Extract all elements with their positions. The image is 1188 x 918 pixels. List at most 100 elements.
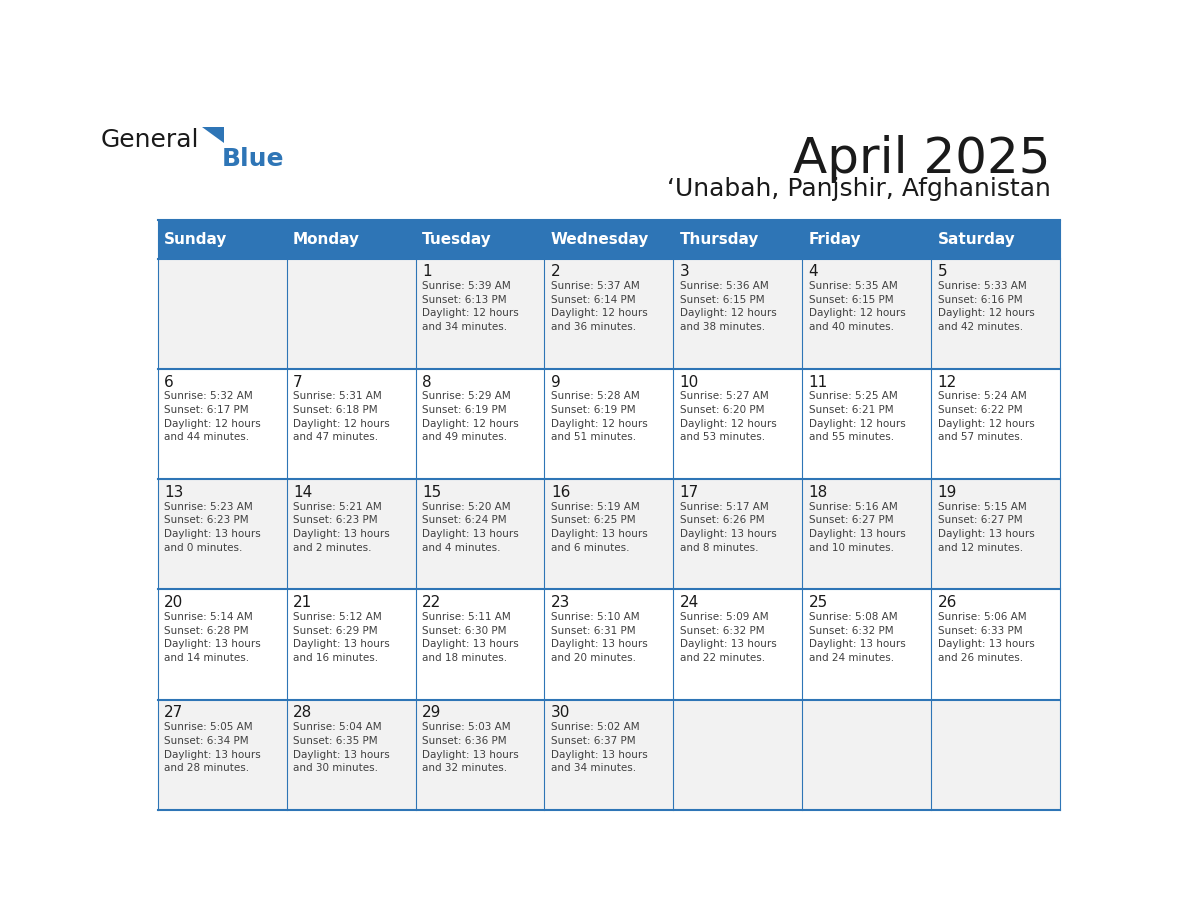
Text: Sunrise: 5:21 AM
Sunset: 6:23 PM
Daylight: 13 hours
and 2 minutes.: Sunrise: 5:21 AM Sunset: 6:23 PM Dayligh… [293, 502, 390, 553]
Text: Sunrise: 5:35 AM
Sunset: 6:15 PM
Daylight: 12 hours
and 40 minutes.: Sunrise: 5:35 AM Sunset: 6:15 PM Dayligh… [809, 281, 905, 332]
Text: Sunrise: 5:24 AM
Sunset: 6:22 PM
Daylight: 12 hours
and 57 minutes.: Sunrise: 5:24 AM Sunset: 6:22 PM Dayligh… [937, 391, 1035, 442]
Text: Sunrise: 5:03 AM
Sunset: 6:36 PM
Daylight: 13 hours
and 32 minutes.: Sunrise: 5:03 AM Sunset: 6:36 PM Dayligh… [422, 722, 519, 773]
Text: 15: 15 [422, 485, 441, 499]
Bar [286, 369, 416, 479]
Text: General: General [101, 128, 200, 151]
Text: Sunrise: 5:37 AM
Sunset: 6:14 PM
Daylight: 12 hours
and 36 minutes.: Sunrise: 5:37 AM Sunset: 6:14 PM Dayligh… [551, 281, 647, 332]
Bar [931, 479, 1060, 589]
Bar [416, 479, 544, 589]
Bar [158, 589, 286, 700]
Bar [158, 259, 286, 369]
Text: 6: 6 [164, 375, 173, 389]
Bar [416, 700, 544, 810]
Bar [158, 369, 286, 479]
Text: Sunrise: 5:36 AM
Sunset: 6:15 PM
Daylight: 12 hours
and 38 minutes.: Sunrise: 5:36 AM Sunset: 6:15 PM Dayligh… [680, 281, 777, 332]
Text: 4: 4 [809, 264, 819, 279]
Bar [674, 259, 802, 369]
Text: Sunrise: 5:19 AM
Sunset: 6:25 PM
Daylight: 13 hours
and 6 minutes.: Sunrise: 5:19 AM Sunset: 6:25 PM Dayligh… [551, 502, 647, 553]
Text: 26: 26 [937, 595, 956, 610]
Text: Blue: Blue [222, 147, 285, 171]
Text: Sunrise: 5:14 AM
Sunset: 6:28 PM
Daylight: 13 hours
and 14 minutes.: Sunrise: 5:14 AM Sunset: 6:28 PM Dayligh… [164, 612, 261, 663]
Bar [416, 369, 544, 479]
Text: Friday: Friday [809, 231, 861, 247]
Text: Sunrise: 5:08 AM
Sunset: 6:32 PM
Daylight: 13 hours
and 24 minutes.: Sunrise: 5:08 AM Sunset: 6:32 PM Dayligh… [809, 612, 905, 663]
Bar [286, 700, 416, 810]
Text: 10: 10 [680, 375, 699, 389]
Text: Sunrise: 5:23 AM
Sunset: 6:23 PM
Daylight: 13 hours
and 0 minutes.: Sunrise: 5:23 AM Sunset: 6:23 PM Dayligh… [164, 502, 261, 553]
Text: Sunrise: 5:28 AM
Sunset: 6:19 PM
Daylight: 12 hours
and 51 minutes.: Sunrise: 5:28 AM Sunset: 6:19 PM Dayligh… [551, 391, 647, 442]
Text: Sunrise: 5:31 AM
Sunset: 6:18 PM
Daylight: 12 hours
and 47 minutes.: Sunrise: 5:31 AM Sunset: 6:18 PM Dayligh… [293, 391, 390, 442]
Bar [286, 219, 416, 259]
Text: Sunrise: 5:25 AM
Sunset: 6:21 PM
Daylight: 12 hours
and 55 minutes.: Sunrise: 5:25 AM Sunset: 6:21 PM Dayligh… [809, 391, 905, 442]
Text: Wednesday: Wednesday [551, 231, 649, 247]
Bar [674, 700, 802, 810]
Bar [802, 369, 931, 479]
Bar [931, 700, 1060, 810]
Bar [544, 369, 674, 479]
Text: Sunrise: 5:33 AM
Sunset: 6:16 PM
Daylight: 12 hours
and 42 minutes.: Sunrise: 5:33 AM Sunset: 6:16 PM Dayligh… [937, 281, 1035, 332]
Bar [416, 219, 544, 259]
Text: Sunrise: 5:17 AM
Sunset: 6:26 PM
Daylight: 13 hours
and 8 minutes.: Sunrise: 5:17 AM Sunset: 6:26 PM Dayligh… [680, 502, 777, 553]
Text: Monday: Monday [293, 231, 360, 247]
Bar [286, 479, 416, 589]
Text: Sunrise: 5:02 AM
Sunset: 6:37 PM
Daylight: 13 hours
and 34 minutes.: Sunrise: 5:02 AM Sunset: 6:37 PM Dayligh… [551, 722, 647, 773]
Bar [931, 259, 1060, 369]
Text: ‘Unabah, Panjshir, Afghanistan: ‘Unabah, Panjshir, Afghanistan [666, 177, 1051, 201]
Text: 18: 18 [809, 485, 828, 499]
Bar [674, 479, 802, 589]
Text: 9: 9 [551, 375, 561, 389]
Text: Sunrise: 5:04 AM
Sunset: 6:35 PM
Daylight: 13 hours
and 30 minutes.: Sunrise: 5:04 AM Sunset: 6:35 PM Dayligh… [293, 722, 390, 773]
Text: 17: 17 [680, 485, 699, 499]
Text: Sunrise: 5:06 AM
Sunset: 6:33 PM
Daylight: 13 hours
and 26 minutes.: Sunrise: 5:06 AM Sunset: 6:33 PM Dayligh… [937, 612, 1035, 663]
Bar [802, 479, 931, 589]
Bar [544, 589, 674, 700]
Bar [416, 259, 544, 369]
Text: Sunday: Sunday [164, 231, 228, 247]
Text: 30: 30 [551, 705, 570, 721]
Text: Sunrise: 5:05 AM
Sunset: 6:34 PM
Daylight: 13 hours
and 28 minutes.: Sunrise: 5:05 AM Sunset: 6:34 PM Dayligh… [164, 722, 261, 773]
Text: Sunrise: 5:32 AM
Sunset: 6:17 PM
Daylight: 12 hours
and 44 minutes.: Sunrise: 5:32 AM Sunset: 6:17 PM Dayligh… [164, 391, 261, 442]
Bar [674, 369, 802, 479]
Text: 25: 25 [809, 595, 828, 610]
Bar [931, 589, 1060, 700]
Text: 27: 27 [164, 705, 183, 721]
Bar [544, 259, 674, 369]
Text: Sunrise: 5:29 AM
Sunset: 6:19 PM
Daylight: 12 hours
and 49 minutes.: Sunrise: 5:29 AM Sunset: 6:19 PM Dayligh… [422, 391, 519, 442]
Polygon shape [202, 127, 225, 143]
Bar [931, 369, 1060, 479]
Text: 19: 19 [937, 485, 956, 499]
Text: 29: 29 [422, 705, 441, 721]
Text: 21: 21 [293, 595, 312, 610]
Bar [158, 700, 286, 810]
Bar [931, 219, 1060, 259]
Bar [802, 589, 931, 700]
Text: Sunrise: 5:15 AM
Sunset: 6:27 PM
Daylight: 13 hours
and 12 minutes.: Sunrise: 5:15 AM Sunset: 6:27 PM Dayligh… [937, 502, 1035, 553]
Text: Tuesday: Tuesday [422, 231, 492, 247]
Text: Sunrise: 5:09 AM
Sunset: 6:32 PM
Daylight: 13 hours
and 22 minutes.: Sunrise: 5:09 AM Sunset: 6:32 PM Dayligh… [680, 612, 777, 663]
Text: 3: 3 [680, 264, 689, 279]
Text: Thursday: Thursday [680, 231, 759, 247]
Bar [674, 219, 802, 259]
Text: 20: 20 [164, 595, 183, 610]
Text: 14: 14 [293, 485, 312, 499]
Bar [544, 700, 674, 810]
Bar [158, 219, 286, 259]
Text: Sunrise: 5:11 AM
Sunset: 6:30 PM
Daylight: 13 hours
and 18 minutes.: Sunrise: 5:11 AM Sunset: 6:30 PM Dayligh… [422, 612, 519, 663]
Text: Sunrise: 5:20 AM
Sunset: 6:24 PM
Daylight: 13 hours
and 4 minutes.: Sunrise: 5:20 AM Sunset: 6:24 PM Dayligh… [422, 502, 519, 553]
Text: 13: 13 [164, 485, 183, 499]
Bar [802, 700, 931, 810]
Text: Saturday: Saturday [937, 231, 1016, 247]
Bar [802, 219, 931, 259]
Bar [802, 259, 931, 369]
Text: April 2025: April 2025 [794, 135, 1051, 183]
Bar [416, 589, 544, 700]
Bar [674, 589, 802, 700]
Text: 2: 2 [551, 264, 561, 279]
Text: 7: 7 [293, 375, 303, 389]
Bar [286, 259, 416, 369]
Text: 16: 16 [551, 485, 570, 499]
Text: 12: 12 [937, 375, 956, 389]
Text: Sunrise: 5:39 AM
Sunset: 6:13 PM
Daylight: 12 hours
and 34 minutes.: Sunrise: 5:39 AM Sunset: 6:13 PM Dayligh… [422, 281, 519, 332]
Bar [544, 479, 674, 589]
Text: Sunrise: 5:27 AM
Sunset: 6:20 PM
Daylight: 12 hours
and 53 minutes.: Sunrise: 5:27 AM Sunset: 6:20 PM Dayligh… [680, 391, 777, 442]
